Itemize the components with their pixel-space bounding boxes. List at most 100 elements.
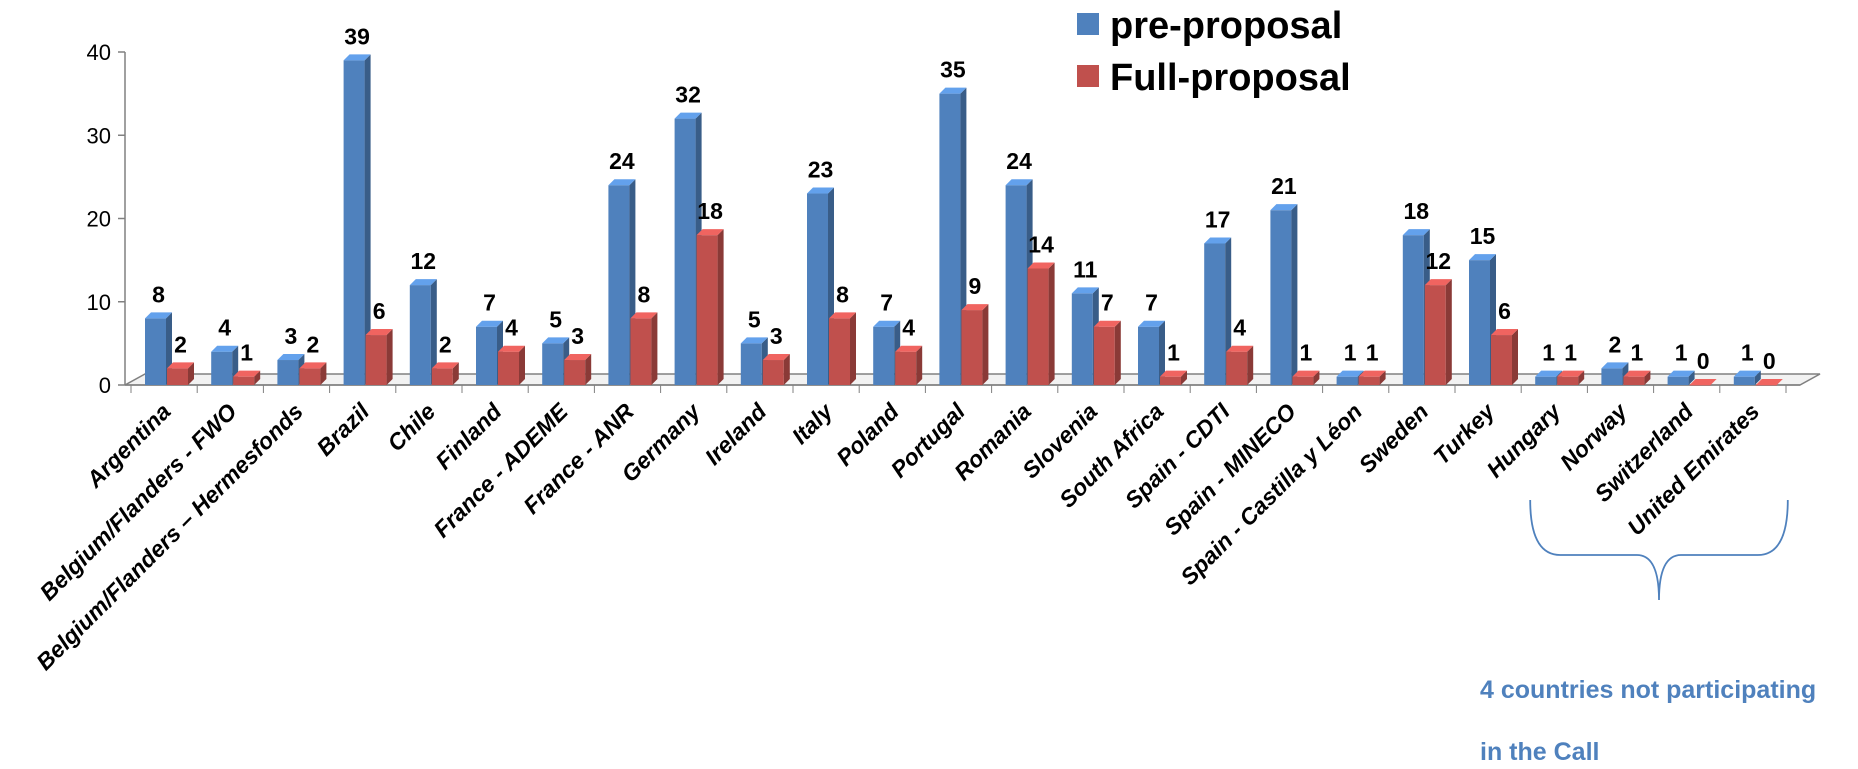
bar-side xyxy=(1225,237,1232,385)
bar-side xyxy=(1159,320,1165,385)
bar-top xyxy=(498,345,525,352)
annotation-text: in the Call xyxy=(1480,738,1599,766)
bar xyxy=(895,351,917,385)
data-label: 5 xyxy=(748,306,761,332)
bar-top xyxy=(1204,237,1232,244)
bar-side xyxy=(585,354,592,385)
bar-top xyxy=(873,320,901,327)
bar xyxy=(1270,210,1292,385)
bar-top xyxy=(299,362,327,369)
y-tick-label: 20 xyxy=(87,207,111,232)
bar xyxy=(1005,185,1027,385)
bars xyxy=(145,54,1783,386)
bar-side xyxy=(1291,204,1298,385)
bar-top xyxy=(343,54,371,61)
bar-side xyxy=(188,362,194,385)
bar-side xyxy=(452,362,459,385)
bar-top xyxy=(1557,370,1585,377)
data-label: 4 xyxy=(902,315,915,341)
bar-top xyxy=(277,354,305,361)
bar-side xyxy=(850,312,856,385)
bar xyxy=(211,351,233,385)
bar xyxy=(1160,376,1181,385)
bar xyxy=(343,60,365,385)
bar-side xyxy=(1247,345,1254,385)
bar-top xyxy=(630,312,658,319)
data-label: 12 xyxy=(1426,248,1452,274)
data-label: 11 xyxy=(1073,256,1098,282)
legend-label: Full-proposal xyxy=(1110,57,1351,99)
bar xyxy=(630,318,652,385)
bar-top xyxy=(762,354,790,361)
data-label: 24 xyxy=(1006,148,1032,174)
y-tick-label: 30 xyxy=(87,123,111,148)
bar xyxy=(1027,268,1049,385)
annotation-text: 4 countries not participating xyxy=(1480,676,1816,704)
data-label: 24 xyxy=(609,148,635,174)
data-label: 9 xyxy=(969,273,982,299)
bar xyxy=(498,351,519,385)
data-label: 1 xyxy=(1542,340,1555,366)
bar-side xyxy=(1313,370,1320,385)
bar-top xyxy=(1071,287,1099,294)
bar-top xyxy=(1469,254,1496,261)
bar-side xyxy=(519,345,525,385)
bar-top xyxy=(1402,229,1430,236)
bar-top xyxy=(1491,329,1518,336)
data-label: 14 xyxy=(1028,231,1054,257)
bar-side xyxy=(430,279,437,385)
category-label: Ireland xyxy=(700,397,772,469)
data-label: 2 xyxy=(174,331,187,357)
bar-side xyxy=(1688,370,1695,385)
data-label: 1 xyxy=(1366,340,1379,366)
data-label: 1 xyxy=(240,340,253,366)
bar xyxy=(145,318,166,385)
bar xyxy=(542,343,564,385)
category-label: Sweden xyxy=(1353,398,1433,478)
legend-swatch xyxy=(1077,65,1099,87)
data-label: 3 xyxy=(571,323,584,349)
bar xyxy=(807,193,828,385)
bar-top xyxy=(1005,179,1033,186)
bar-top xyxy=(1138,320,1165,327)
bar-side xyxy=(651,312,658,385)
bar xyxy=(409,285,431,385)
bar xyxy=(1667,376,1689,385)
data-label: 12 xyxy=(411,248,437,274)
bar-side xyxy=(717,229,724,385)
bar-side xyxy=(1644,370,1651,385)
bar-top xyxy=(409,279,437,286)
data-label: 18 xyxy=(1404,198,1430,224)
data-label: 7 xyxy=(483,290,496,316)
bar-top xyxy=(1535,370,1563,377)
bar-top xyxy=(211,345,239,352)
data-label: 7 xyxy=(1145,290,1158,316)
bar-top xyxy=(1358,370,1386,377)
bar xyxy=(1402,235,1424,385)
category-label: Brazil xyxy=(311,398,374,461)
bar xyxy=(1733,376,1755,385)
bar-top xyxy=(1336,370,1364,377)
data-label: 3 xyxy=(285,323,298,349)
bar xyxy=(1755,385,1777,386)
bar xyxy=(1491,335,1512,385)
bar-top xyxy=(829,312,856,319)
bar-top xyxy=(740,337,768,344)
bar-top xyxy=(233,370,261,377)
data-label: 8 xyxy=(152,281,165,307)
bar-top xyxy=(674,112,702,119)
bar-side xyxy=(1578,370,1585,385)
data-label: 35 xyxy=(940,57,966,83)
data-label: 17 xyxy=(1205,206,1231,232)
bar xyxy=(1138,326,1159,385)
category-label: Chile xyxy=(382,398,440,456)
y-tick-label: 0 xyxy=(99,373,111,398)
bar xyxy=(299,368,321,385)
data-label: 0 xyxy=(1763,348,1776,374)
data-label: 21 xyxy=(1271,173,1297,199)
bar-top xyxy=(1623,370,1651,377)
bar-top xyxy=(608,179,636,186)
bar-top xyxy=(431,362,459,369)
bar-side xyxy=(386,329,393,385)
